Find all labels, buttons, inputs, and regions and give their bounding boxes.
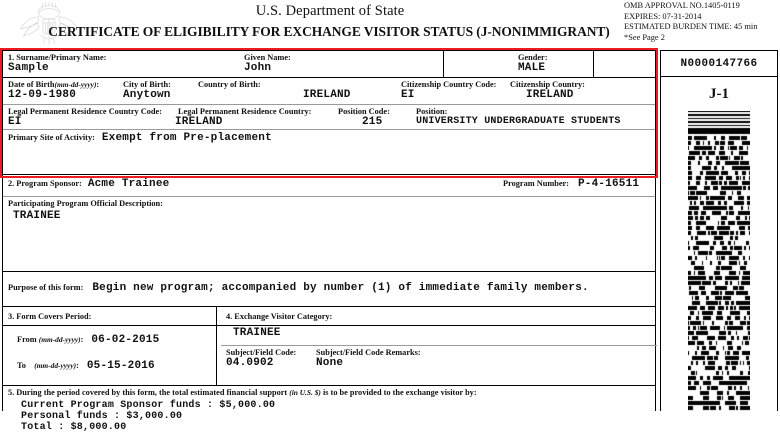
subject-field-code-value: 04.0902 <box>226 357 274 369</box>
serial-number-box: N0000147766 <box>661 51 777 77</box>
divider <box>593 51 594 77</box>
row-section-titles: 3. Form Covers Period: 4. Exchange Visit… <box>3 307 655 326</box>
row-purpose: Purpose of this form: Begin new program;… <box>3 272 655 307</box>
country-of-birth-label: Country of Birth: <box>198 80 261 89</box>
dob-value: 12-09-1980 <box>8 89 77 101</box>
position-label: Position: <box>416 107 448 116</box>
surname-label: 1. Surname/Primary Name: <box>8 53 107 62</box>
subject-field-remarks-value: None <box>316 357 344 369</box>
city-of-birth-value: Anytown <box>123 89 171 101</box>
omb-block: OMB APPROVAL NO.1405-0119 EXPIRES: 07-31… <box>624 1 774 43</box>
citizenship-country-label: Citizenship Country: <box>510 80 585 89</box>
row-period-category: From (mm-dd-yyyy): 06-02-2015 To (mm-dd-… <box>3 326 657 386</box>
pdf417-barcode <box>688 111 750 411</box>
financial-line: Total : $8,000.00 <box>21 422 127 433</box>
purpose-value: Begin new program; accompanied by number… <box>92 282 589 294</box>
position-code-value: 215 <box>362 116 383 128</box>
to-value: 05-15-2016 <box>86 360 155 372</box>
great-seal-eagle-icon <box>20 2 78 45</box>
given-name-label: Given Name: <box>244 53 291 62</box>
position-code-label: Position Code: <box>338 107 390 116</box>
official-description-value: TRAINEE <box>13 210 61 222</box>
given-name-value: John <box>244 62 272 74</box>
lpr-country-label: Legal Permanent Residence Country: <box>178 107 312 116</box>
section5-title: 5. During the period covered by this for… <box>8 388 477 397</box>
from-value: 06-02-2015 <box>91 334 160 346</box>
to-label: To (mm-dd-yyyy): <box>17 361 79 370</box>
citizenship-country-value: IRELAND <box>526 89 574 101</box>
divider <box>216 307 217 325</box>
row-residence-position: Legal Permanent Residence Country Code: … <box>3 105 655 130</box>
primary-site-label: Primary Site of Activity: <box>8 133 95 142</box>
sidebar-barcode-panel: N0000147766 J-1 <box>660 50 778 411</box>
lpr-code-label: Legal Permanent Residence Country Code: <box>8 107 162 116</box>
omb-see-page: *See Page 2 <box>624 32 665 42</box>
gender-value: MALE <box>518 62 546 74</box>
country-of-birth-value: IRELAND <box>303 89 351 101</box>
financial-line: Current Program Sponsor funds : $5,000.0… <box>21 400 276 411</box>
exchange-visitor-category-value: TRAINEE <box>233 327 281 339</box>
subject-field-remarks-label: Subject/Field Code Remarks: <box>316 348 421 357</box>
form-body: 1. Surname/Primary Name: Sample Given Na… <box>2 50 657 433</box>
divider <box>443 51 444 77</box>
omb-approval: OMB APPROVAL NO.1405-0119 <box>624 1 740 10</box>
visa-class: J-1 <box>709 85 729 102</box>
program-number-label: Program Number: <box>503 179 569 188</box>
citizenship-code-label: Citizenship Country Code: <box>401 80 497 89</box>
omb-burden-time: ESTIMATED BURDEN TIME: 45 min <box>624 22 758 32</box>
visa-class-box: J-1 <box>661 77 777 111</box>
lpr-country-value: IRELAND <box>175 116 223 128</box>
subject-field-code-label: Subject/Field Code: <box>226 348 297 357</box>
row-program-sponsor: 2. Program Sponsor: Acme Trainee Program… <box>3 175 655 197</box>
dob-label: Date of Birth(mm-dd-yyyy): <box>8 80 100 89</box>
omb-expires: EXPIRES: 07-31-2014 <box>624 11 702 21</box>
document-header: U.S. Department of State CERTIFICATE OF … <box>0 0 780 48</box>
gender-label: Gender: <box>518 53 548 62</box>
department-name: U.S. Department of State <box>255 3 405 19</box>
sponsor-value: Acme Trainee <box>87 178 170 190</box>
section3-title: 3. Form Covers Period: <box>8 312 92 321</box>
row-birth: Date of Birth(mm-dd-yyyy): 12-09-1980 Ci… <box>3 78 655 105</box>
row-primary-site: Primary Site of Activity: Exempt from Pr… <box>3 130 655 175</box>
certificate-title: CERTIFICATE OF ELIGIBILITY FOR EXCHANGE … <box>48 24 610 39</box>
section4-title: 4. Exchange Visitor Category: <box>226 312 333 321</box>
serial-number: N0000147766 <box>680 57 758 70</box>
row-financial-support: 5. During the period covered by this for… <box>3 386 655 433</box>
purpose-label: Purpose of this form: <box>8 283 84 292</box>
surname-value: Sample <box>8 62 49 74</box>
lpr-code-value: EI <box>8 116 22 128</box>
divider <box>216 326 217 385</box>
primary-site-value: Exempt from Pre-placement <box>101 132 272 144</box>
from-label: From (mm-dd-yyyy): <box>17 335 84 344</box>
official-description-label: Participating Program Official Descripti… <box>8 199 163 208</box>
citizenship-code-value: EI <box>401 89 415 101</box>
sponsor-label: 2. Program Sponsor: <box>8 179 82 188</box>
row-official-description: Participating Program Official Descripti… <box>3 197 655 272</box>
city-of-birth-label: City of Birth: <box>123 80 171 89</box>
program-number-value: P-4-16511 <box>577 178 640 190</box>
position-value: UNIVERSITY UNDERGRADUATE STUDENTS <box>416 116 621 127</box>
row-name: 1. Surname/Primary Name: Sample Given Na… <box>3 51 655 78</box>
financial-line: Personal funds : $3,000.00 <box>21 411 183 422</box>
